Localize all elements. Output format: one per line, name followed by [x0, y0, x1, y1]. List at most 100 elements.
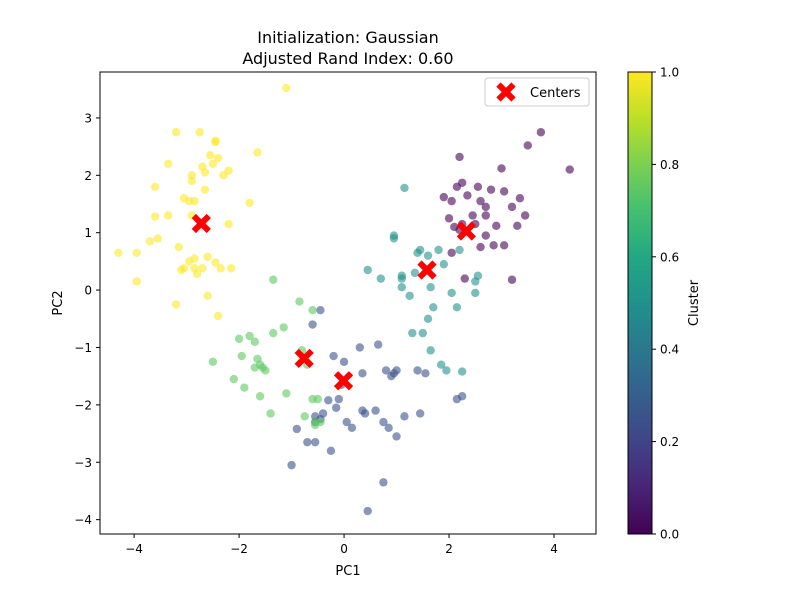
legend-center-icon [496, 82, 516, 102]
data-point [213, 153, 223, 163]
data-point [342, 417, 351, 427]
data-point [250, 337, 260, 346]
data-point [192, 269, 202, 279]
center-stroke [333, 371, 354, 391]
data-point [308, 320, 317, 329]
data-point [473, 271, 483, 280]
data-point [253, 148, 262, 157]
y-axis-label: PC2 [51, 290, 66, 315]
data-point [426, 346, 435, 355]
data-point [339, 357, 349, 367]
data-point [279, 323, 288, 332]
data-point [515, 194, 525, 203]
data-point [303, 437, 312, 447]
data-point [481, 231, 490, 240]
data-point [255, 392, 265, 401]
data-point [499, 241, 509, 250]
data-point [318, 409, 328, 418]
data-point [471, 288, 480, 298]
data-point [329, 351, 338, 361]
data-point [421, 369, 430, 378]
data-point [389, 231, 399, 240]
cluster-center-marker [417, 260, 437, 280]
data-point [423, 251, 433, 260]
data-point [457, 178, 467, 187]
data-point [269, 275, 278, 284]
data-point [237, 351, 246, 361]
data-point [481, 211, 490, 220]
data-point [211, 136, 220, 146]
colorbar-ticks: 0.0 0.2 0.4 0.6 0.8 1.0 [652, 66, 679, 542]
data-point [481, 202, 490, 212]
data-point [213, 311, 223, 321]
data-point [153, 234, 162, 243]
data-point [381, 366, 391, 375]
plot-frame [99, 71, 597, 535]
data-point [300, 412, 309, 421]
data-point [513, 221, 522, 231]
data-point [150, 182, 160, 191]
data-point [379, 478, 388, 487]
data-point [190, 196, 199, 206]
data-point [195, 128, 204, 137]
data-point [499, 187, 509, 196]
data-point [400, 183, 409, 193]
data-point [208, 159, 218, 169]
data-point [282, 83, 291, 93]
colorbar-tick-label: 1.0 [660, 66, 679, 80]
data-point [132, 248, 141, 257]
data-point [397, 283, 406, 292]
data-point [523, 141, 532, 150]
data-point [418, 328, 427, 338]
data-point [371, 406, 380, 415]
data-point [229, 374, 239, 384]
data-point [224, 219, 233, 229]
x-tick-label: −4 [125, 542, 143, 556]
chart-title-line2: Adjusted Rand Index: 0.60 [242, 49, 453, 68]
data-point [468, 211, 477, 220]
data-point [457, 367, 467, 376]
colorbar-tick-label: 0.6 [660, 250, 679, 264]
data-point [358, 369, 367, 378]
colorbar-tick-label: 0.4 [660, 343, 679, 357]
data-point [392, 366, 401, 375]
x-tick-label: 2 [445, 542, 453, 556]
data-point [476, 196, 485, 206]
data-point [415, 409, 425, 418]
x-tick-label: −2 [230, 542, 248, 556]
data-point [198, 264, 207, 273]
data-point [492, 221, 501, 231]
y-tick-label: 2 [84, 169, 92, 183]
data-point [457, 392, 467, 401]
x-tick-label: 0 [340, 542, 348, 556]
data-point [164, 211, 173, 220]
data-point [436, 360, 446, 369]
data-point [444, 214, 454, 223]
data-point [245, 331, 254, 341]
data-point [400, 412, 409, 421]
x-axis-label: PC1 [335, 564, 360, 579]
data-point [174, 242, 183, 252]
data-point [447, 248, 456, 257]
data-point [179, 264, 189, 273]
data-point [363, 506, 372, 516]
data-point [397, 274, 406, 283]
data-point [132, 277, 141, 286]
y-axis: −4 −3 −2 −1 0 1 2 3 [74, 111, 100, 527]
y-tick-label: 0 [84, 284, 92, 298]
data-point [439, 260, 448, 269]
colorbar-label: Cluster [687, 279, 702, 326]
data-point [376, 274, 386, 283]
data-point [150, 212, 160, 221]
data-point [313, 394, 323, 404]
y-tick-label: −1 [74, 341, 92, 355]
colorbar-tick-label: 0.0 [660, 528, 679, 542]
data-point [507, 275, 517, 284]
data-point [415, 245, 425, 255]
data-point [520, 211, 530, 220]
data-point [429, 303, 438, 312]
data-point [258, 363, 267, 372]
colorbar-tick-label: 0.8 [660, 158, 679, 172]
data-point [373, 340, 383, 349]
